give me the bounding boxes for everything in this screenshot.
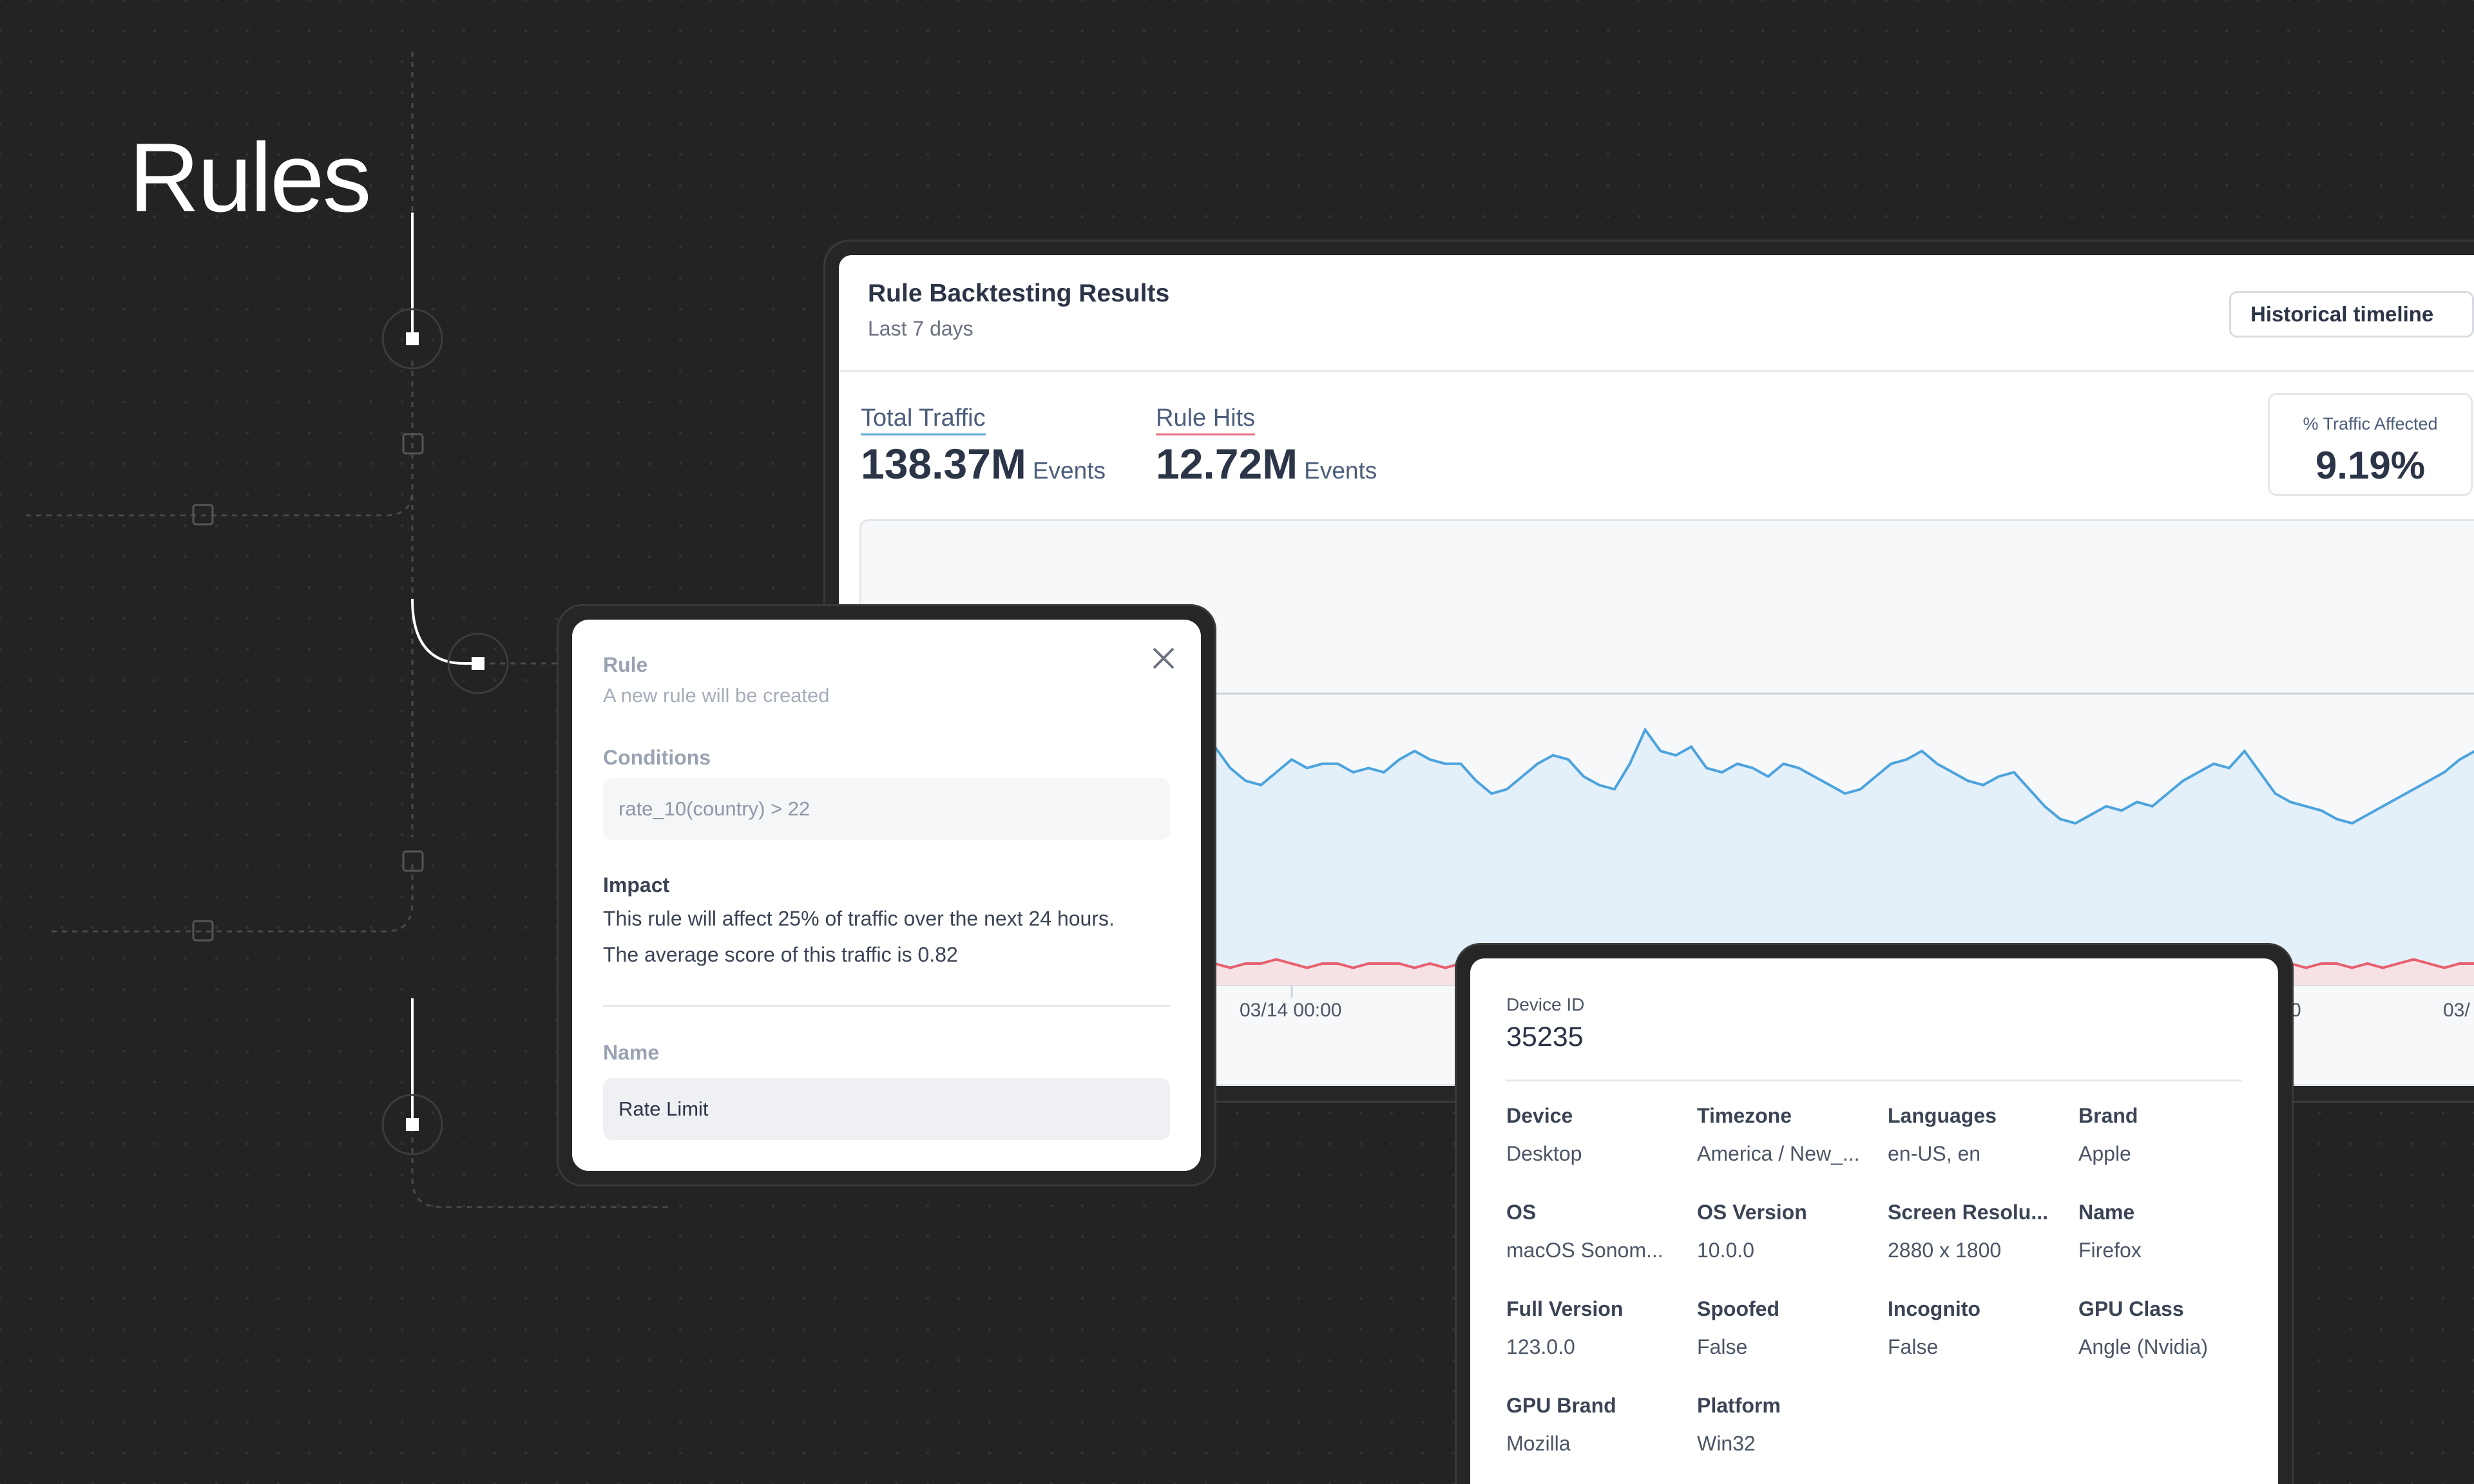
backtesting-title: Rule Backtesting Results: [868, 280, 1170, 307]
device-attribute-label: Name: [2078, 1201, 2135, 1224]
x-tick-label: 03/: [2443, 1000, 2470, 1021]
close-icon[interactable]: [1152, 643, 1175, 675]
device-attribute-label: Timezone: [1697, 1104, 1792, 1127]
device-attribute-label: Incognito: [1888, 1297, 1980, 1320]
device-attribute: Timezone America / New_...: [1697, 1104, 1884, 1166]
device-attribute-label: Full Version: [1506, 1297, 1624, 1320]
device-attribute-value: 123.0.0: [1506, 1335, 1575, 1358]
device-attribute-label: GPU Class: [2078, 1297, 2184, 1320]
device-attribute-label: OS: [1506, 1201, 1537, 1224]
name-label: Name: [603, 1041, 660, 1064]
device-attribute: Platform Win32: [1697, 1394, 1884, 1456]
traffic-affected-value: 9.19%: [2315, 444, 2426, 487]
rule-hits-value: 12.72M: [1156, 440, 1298, 488]
traffic-series-area: [861, 645, 2474, 985]
historical-timeline-button[interactable]: Historical timeline: [2229, 291, 2474, 338]
device-attribute-value: America / New_...: [1697, 1142, 1860, 1165]
divider: [603, 1005, 1170, 1007]
rule-hits-stat: Rule Hits 12.72M Events: [1156, 404, 1377, 488]
device-attribute-value: Win32: [1697, 1432, 1756, 1455]
device-attribute: Full Version 123.0.0: [1506, 1297, 1693, 1359]
impact-line-2: The average score of this traffic is 0.8…: [603, 943, 958, 966]
device-attribute-value: 10.0.0: [1697, 1239, 1754, 1262]
device-attribute-value: Mozilla: [1506, 1432, 1571, 1455]
device-card: Device ID 35235 Device Desktop Timezone Ame…: [1470, 958, 2278, 1484]
name-input[interactable]: Rate Limit: [603, 1078, 1170, 1140]
impact-line-1: This rule will affect 25% of traffic ove…: [603, 907, 1115, 930]
conditions-field[interactable]: rate_10(country) > 22: [603, 778, 1170, 840]
device-attribute-value: Apple: [2078, 1142, 2131, 1165]
device-attribute-value: 2880 x 1800: [1888, 1239, 2002, 1262]
device-attribute-value: False: [1888, 1335, 1939, 1358]
total-traffic-unit: Events: [1032, 457, 1106, 484]
device-attribute: Device Desktop: [1506, 1104, 1693, 1166]
x-tick-label: 03/14 00:00: [1240, 1000, 1342, 1021]
device-attribute: GPU Brand Mozilla: [1506, 1394, 1693, 1456]
backtesting-header: Rule Backtesting Results Last 7 days His…: [839, 255, 2474, 372]
divider: [1506, 1080, 2242, 1081]
device-attribute-label: Device: [1506, 1104, 1573, 1127]
device-attribute-value: Firefox: [2078, 1239, 2142, 1262]
device-attribute: Languages en-US, en: [1888, 1104, 2075, 1166]
device-attribute-value: en-US, en: [1888, 1142, 1981, 1165]
device-attribute: OS macOS Sonom...: [1506, 1201, 1693, 1262]
device-attribute-value: macOS Sonom...: [1506, 1239, 1664, 1262]
device-attribute-label: GPU Brand: [1506, 1394, 1616, 1417]
device-id-value: 35235: [1506, 1022, 1584, 1052]
conditions-label: Conditions: [603, 746, 711, 769]
device-attribute-value: Desktop: [1506, 1142, 1582, 1165]
total-traffic-stat: Total Traffic 138.37M Events: [861, 404, 1106, 488]
device-attribute-label: Spoofed: [1697, 1297, 1779, 1320]
rule-hits-label[interactable]: Rule Hits: [1156, 404, 1256, 435]
device-id-label: Device ID: [1506, 994, 1585, 1014]
impact-label: Impact: [603, 873, 670, 897]
device-attribute-label: OS Version: [1697, 1201, 1807, 1224]
rule-hits-unit: Events: [1304, 457, 1377, 484]
device-attribute-value: False: [1697, 1335, 1748, 1358]
device-attribute-value: Angle (Nvidia): [2078, 1335, 2208, 1358]
device-attribute: Screen Resolu... 2880 x 1800: [1888, 1201, 2075, 1262]
device-attribute-label: Languages: [1888, 1104, 1997, 1127]
traffic-affected-label: % Traffic Affected: [2303, 414, 2438, 433]
total-traffic-value: 138.37M: [861, 440, 1026, 488]
rule-subtitle: A new rule will be created: [603, 684, 830, 707]
device-attribute: Incognito False: [1888, 1297, 2075, 1359]
device-attribute: GPU Class Angle (Nvidia): [2078, 1297, 2265, 1359]
device-attribute-label: Screen Resolu...: [1888, 1201, 2048, 1224]
traffic-affected-box: % Traffic Affected 9.19%: [2268, 393, 2473, 496]
device-attribute-label: Platform: [1697, 1394, 1781, 1417]
backtesting-subtitle: Last 7 days: [868, 317, 973, 340]
page-title: Rules: [129, 123, 372, 233]
device-attribute-label: Brand: [2078, 1104, 2138, 1127]
device-attribute: Brand Apple: [2078, 1104, 2265, 1166]
rule-label: Rule: [603, 653, 648, 676]
device-attribute: Name Firefox: [2078, 1201, 2265, 1262]
total-traffic-label[interactable]: Total Traffic: [861, 404, 986, 435]
rule-modal: Rule A new rule will be created Conditio…: [572, 620, 1201, 1171]
device-attribute: OS Version 10.0.0: [1697, 1201, 1884, 1262]
device-attribute: Spoofed False: [1697, 1297, 1884, 1359]
